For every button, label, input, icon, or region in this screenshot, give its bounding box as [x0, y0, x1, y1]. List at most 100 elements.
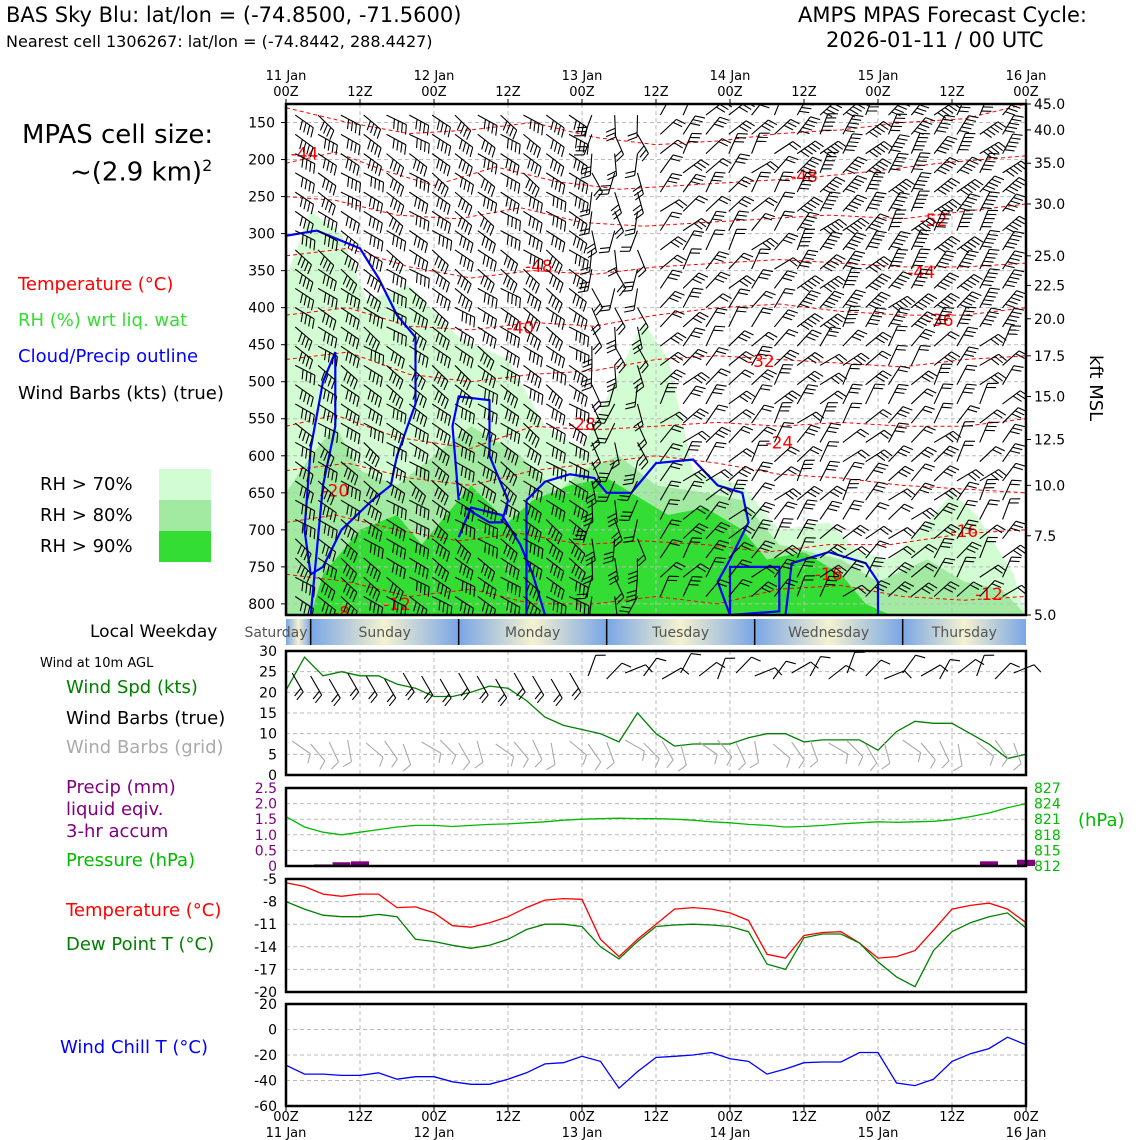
wind-barb — [846, 227, 856, 235]
wind-barb — [1014, 423, 1025, 428]
wind-barb — [398, 528, 402, 539]
wind-barb — [551, 177, 555, 188]
wind-barb — [636, 172, 644, 195]
wind-barb — [348, 334, 353, 345]
wind-barb — [956, 193, 971, 212]
wind-barb — [421, 451, 425, 462]
wind-barb — [413, 601, 417, 612]
wind-barb — [962, 300, 973, 306]
wind-barb — [342, 583, 348, 593]
wind-barb — [369, 312, 372, 323]
wind-barb — [551, 504, 555, 515]
wind-barb — [625, 170, 636, 174]
wind-barb — [545, 191, 567, 203]
wind-barb — [891, 111, 901, 117]
wind-barb — [625, 598, 636, 603]
wind-barb — [591, 323, 600, 332]
wind-barb — [828, 297, 839, 302]
wind-barb — [635, 577, 639, 600]
wind-barb — [467, 225, 473, 236]
true-wind-barb — [716, 661, 726, 669]
true-wind-barb — [328, 678, 341, 699]
wind-barb — [295, 364, 316, 376]
wind-barb — [545, 307, 565, 321]
wind-barb — [796, 329, 813, 347]
wind-barb — [964, 310, 975, 313]
wind-barb — [402, 531, 406, 542]
true-wind-barb — [421, 675, 434, 696]
wind-barb — [873, 387, 884, 390]
wind-barb — [443, 534, 449, 545]
wind-barb — [334, 396, 338, 407]
wind-barb — [434, 486, 440, 497]
wind-barb — [970, 276, 980, 283]
wind-barb — [404, 144, 407, 155]
wind-barb — [393, 292, 395, 303]
wind-barb — [574, 566, 580, 577]
wind-barb — [796, 212, 810, 231]
wind-barb — [946, 584, 957, 590]
wind-barb — [459, 124, 465, 134]
wind-barb — [418, 429, 422, 440]
wind-barb — [933, 177, 952, 193]
wind-barb — [1013, 365, 1024, 368]
wind-barb — [418, 564, 422, 575]
wind-barb — [536, 340, 541, 351]
wind-barb — [746, 524, 756, 532]
wind-barb — [509, 371, 513, 382]
wind-barb — [728, 275, 747, 289]
wind-barb — [933, 557, 946, 578]
wind-barb — [443, 298, 448, 309]
wind-barb — [409, 596, 428, 611]
wind-barb — [500, 287, 521, 299]
wind-barb — [879, 411, 889, 418]
panel-tick-label: -14 — [254, 940, 277, 956]
wind-barb — [555, 448, 559, 459]
wind-barb — [762, 485, 773, 490]
wind-barb — [374, 163, 379, 174]
wind-barb — [443, 433, 448, 444]
wind-barb — [676, 118, 686, 125]
wind-barb — [466, 259, 471, 270]
wind-barb — [608, 230, 616, 252]
wind-barb — [427, 510, 430, 521]
wind-barb — [784, 562, 795, 566]
wind-barb — [304, 338, 310, 348]
wind-barb — [510, 140, 513, 151]
wind-barb — [376, 302, 382, 313]
wind-barb — [354, 451, 357, 462]
wind-barb — [329, 130, 335, 140]
wind-barb — [743, 509, 752, 517]
grid-wind-barb — [953, 765, 963, 772]
wind-barb — [326, 492, 332, 503]
wind-barb — [970, 238, 980, 246]
wind-barb — [981, 303, 992, 306]
panel-frame — [284, 649, 1028, 777]
wind-barb — [857, 220, 866, 227]
wind-barb — [925, 405, 935, 410]
wind-barb — [936, 149, 947, 154]
top-date-label: 15 Jan — [858, 69, 899, 84]
wind-barb — [500, 519, 517, 536]
wind-barb — [719, 160, 729, 167]
wind-barb — [366, 563, 371, 574]
wind-barb — [371, 454, 377, 465]
wind-barb — [331, 297, 334, 308]
wind-barb — [422, 123, 426, 134]
wind-barb — [827, 283, 836, 290]
wind-barb — [506, 369, 509, 380]
wind-barb — [327, 468, 331, 479]
wind-barb — [669, 100, 679, 101]
wind-barb — [439, 199, 444, 210]
wind-barb — [1002, 390, 1021, 405]
wind-barb — [354, 142, 357, 153]
true-wind-barb — [680, 653, 692, 674]
wind-barb — [865, 481, 879, 501]
wind-barb — [995, 446, 1005, 452]
wind-barb — [819, 254, 837, 270]
wind-barb — [500, 172, 521, 185]
wind-barb — [568, 538, 586, 555]
wind-barb — [568, 268, 588, 283]
pressure-line — [285, 802, 1027, 836]
wind-barb — [937, 112, 947, 119]
